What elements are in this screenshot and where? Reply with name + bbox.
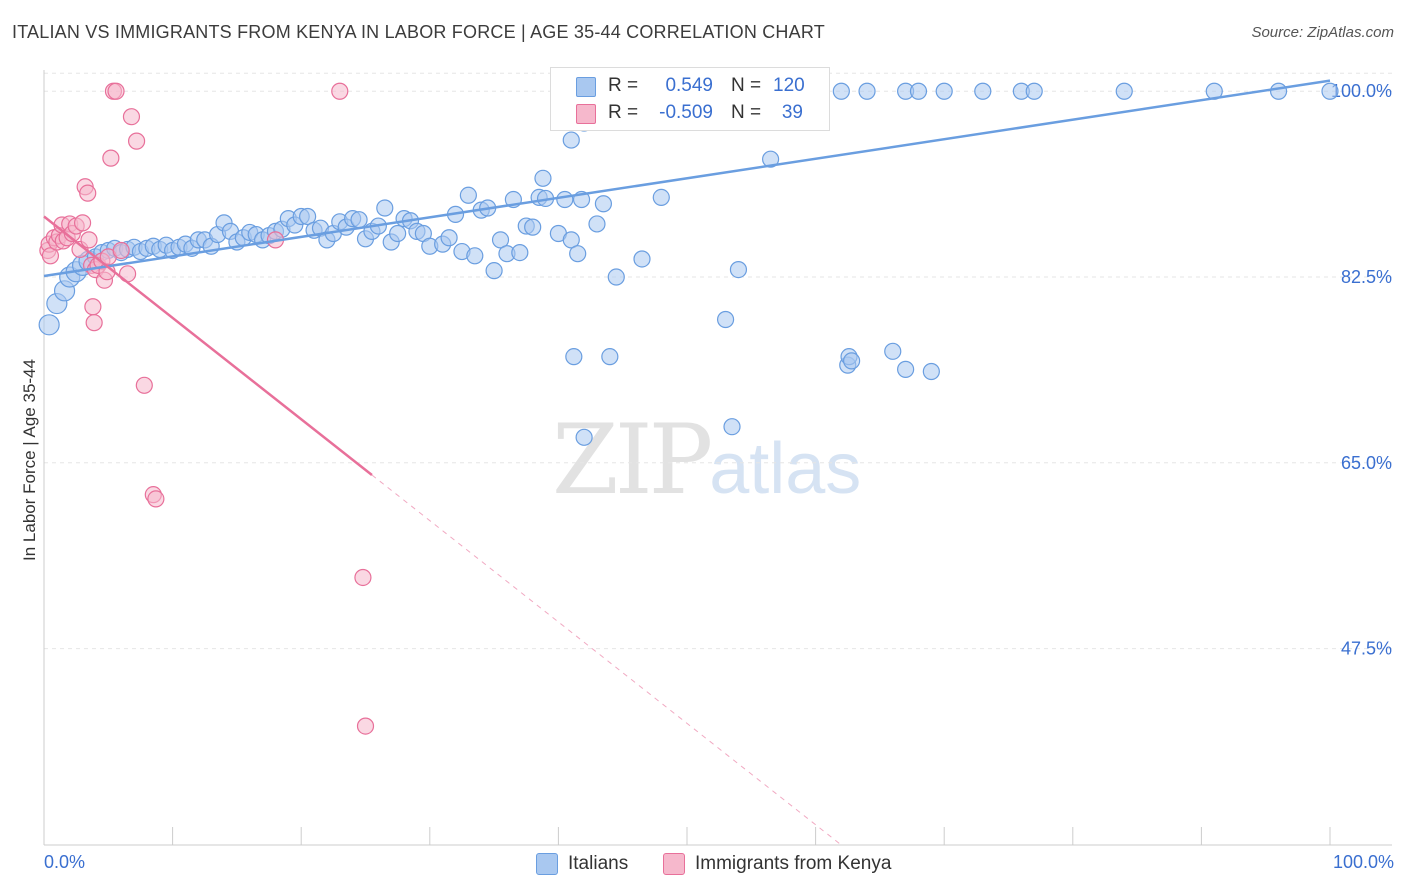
- italians-point: [843, 352, 861, 370]
- watermark: ZIPatlas: [552, 404, 861, 516]
- italians-point: [534, 169, 552, 187]
- italians-point: [569, 245, 587, 263]
- italians-point: [832, 82, 850, 100]
- kenya-point: [112, 241, 130, 260]
- r-value: 0.549: [665, 75, 713, 96]
- italians-point: [935, 82, 953, 100]
- kenya-point: [147, 490, 165, 508]
- italians-point: [897, 360, 915, 378]
- legend-swatch-italians: [536, 853, 558, 875]
- kenya-point: [135, 376, 153, 394]
- stats-swatch-kenya: [576, 104, 596, 124]
- italians-point: [485, 262, 503, 280]
- italians-point: [607, 268, 625, 286]
- italians-point: [974, 82, 992, 100]
- kenya-trend-line-extension: [371, 474, 842, 846]
- stats-swatch-italians: [576, 77, 596, 97]
- y-tick-label: 47.5%: [1341, 639, 1392, 659]
- kenya-point: [122, 108, 141, 126]
- italians-point: [1115, 82, 1133, 100]
- x-tick-max: 100.0%: [1332, 852, 1394, 872]
- italians-point: [562, 131, 580, 149]
- n-value: 120: [773, 75, 805, 96]
- kenya-point: [354, 568, 372, 587]
- kenya-point: [102, 149, 120, 167]
- legend: Italians Immigrants from Kenya: [0, 852, 1406, 878]
- italians-point: [761, 150, 780, 168]
- n-value: 39: [781, 102, 803, 123]
- kenya-point: [127, 132, 146, 150]
- italians-point: [466, 247, 484, 265]
- italians-point: [723, 418, 741, 436]
- kenya-point: [356, 717, 375, 735]
- italians-point: [459, 186, 477, 204]
- stats-box: R = 0.549 N = 120 R = -0.509 N = 39: [550, 67, 830, 131]
- kenya-point: [85, 314, 103, 332]
- y-tick-label: 65.0%: [1341, 453, 1392, 473]
- italians-point: [350, 211, 368, 229]
- italians-point: [299, 207, 317, 226]
- stats-row-kenya: R = -0.509 N = 39: [551, 101, 829, 127]
- italians-point: [1269, 82, 1288, 100]
- italians-point: [511, 244, 529, 262]
- italians-point: [652, 188, 670, 206]
- italians-point: [594, 195, 613, 213]
- kenya-point: [73, 214, 92, 232]
- n-label: N =: [731, 75, 762, 96]
- italians-point: [376, 199, 394, 217]
- kenya-point: [79, 184, 97, 202]
- italians-trend-line: [43, 79, 1331, 278]
- source-label: Source: ZipAtlas.com: [1251, 24, 1394, 41]
- x-tick-min: 0.0%: [44, 852, 86, 872]
- watermark-zip: ZIP: [552, 404, 713, 516]
- y-tick-label: 100.0%: [1331, 81, 1392, 101]
- n-label: N =: [731, 102, 762, 123]
- italians-point: [858, 82, 876, 100]
- italians-point: [601, 348, 619, 366]
- italians-point: [1025, 82, 1043, 100]
- italians-point: [562, 231, 580, 249]
- stats-row-italians: R = 0.549 N = 120: [551, 74, 829, 100]
- italians-point: [575, 428, 593, 446]
- chart-title: ITALIAN VS IMMIGRANTS FROM KENYA IN LABO…: [12, 22, 825, 42]
- y-axis-label: In Labor Force | Age 35-44: [20, 359, 39, 561]
- legend-label-kenya: Immigrants from Kenya: [695, 853, 892, 874]
- legend-swatch-kenya: [663, 853, 685, 875]
- italians-point: [565, 348, 583, 366]
- italians-point: [1321, 82, 1339, 100]
- italians-point: [38, 314, 60, 336]
- italians-point: [588, 215, 606, 233]
- italians-point: [909, 82, 928, 100]
- kenya-point: [107, 82, 125, 100]
- italians-point: [556, 190, 574, 209]
- kenya-point: [80, 231, 98, 249]
- kenya-point: [331, 82, 349, 100]
- r-value: -0.509: [659, 102, 713, 123]
- r-label: R =: [608, 75, 639, 96]
- y-tick-label: 82.5%: [1341, 267, 1392, 287]
- legend-label-italians: Italians: [568, 853, 629, 874]
- italians-point: [716, 310, 735, 329]
- italians-point: [922, 362, 940, 381]
- italians-point: [389, 224, 407, 243]
- italians-point: [491, 231, 510, 249]
- watermark-atlas: atlas: [709, 429, 862, 509]
- kenya-trend-line: [43, 215, 373, 476]
- italians-point: [524, 218, 542, 236]
- italians-point: [440, 229, 458, 247]
- italians-point: [884, 342, 902, 360]
- italians-point: [729, 260, 748, 279]
- kenya-point: [41, 247, 60, 265]
- r-label: R =: [608, 102, 639, 123]
- kenya-point: [84, 298, 102, 316]
- italians-point: [633, 250, 651, 268]
